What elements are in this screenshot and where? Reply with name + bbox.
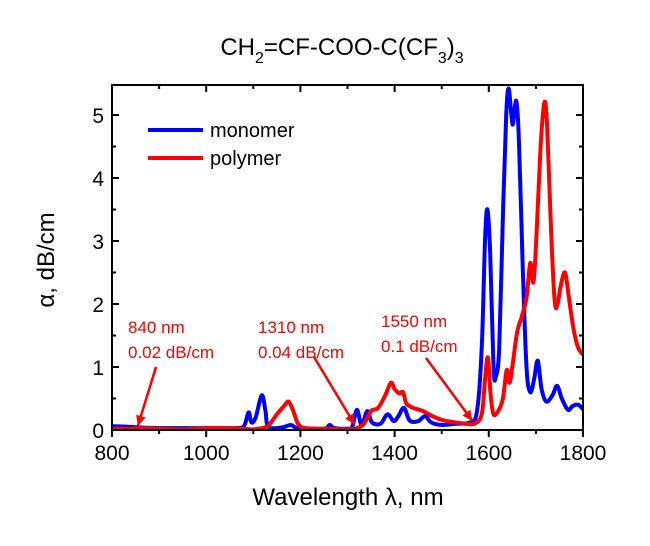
y-tick-label: 5 [92,105,104,128]
x-axis-label: Wavelength λ, nm [252,484,443,511]
y-tick-label: 1 [92,357,104,380]
legend: monomer polymer [148,120,295,170]
axes: 800 1000 1200 1400 1600 1800 0 1 2 3 4 5 [92,84,607,465]
annotation-arrowhead [345,413,355,425]
annotation-arrow [312,356,356,426]
annotations: 840 nm 0.02 dB/cm 1310 nm 0.04 dB/cm 1550 nm… [128,312,474,427]
annotation-wavelength: 1310 nm [258,318,324,337]
x-tick-label: 1000 [183,442,230,465]
x-tick-label: 1800 [560,442,607,465]
annotation-loss: 0.02 dB/cm [128,343,214,362]
annotation-loss: 0.1 dB/cm [381,337,458,356]
x-tick-label: 1400 [371,442,418,465]
x-tick-label: 1600 [465,442,512,465]
series-line-monomer [112,86,583,430]
x-tick-label: 1200 [277,442,324,465]
y-tick-label: 4 [92,168,104,191]
annotation-loss: 0.04 dB/cm [258,343,344,362]
annotation-arrowhead [136,414,146,426]
y-tick-label: 3 [92,231,104,254]
series-group [112,86,583,430]
annotation-arrowhead [462,409,473,421]
chart-title: CH2=CF-COO-C(CF3)3 [220,34,463,67]
x-tick-label: 800 [94,442,129,465]
annotation-wavelength: 1550 nm [381,312,447,331]
legend-label-polymer: polymer [210,148,281,170]
y-tick-label: 2 [92,294,104,317]
y-axis-label: α, dB/cm [33,212,60,307]
annotation-wavelength: 840 nm [128,318,185,337]
annotation-arrow [424,357,474,422]
legend-label-monomer: monomer [210,120,295,142]
y-tick-label: 0 [92,420,104,443]
plot-area [112,86,583,430]
annotation-arrow [136,366,158,427]
series-line-polymer [112,99,583,430]
